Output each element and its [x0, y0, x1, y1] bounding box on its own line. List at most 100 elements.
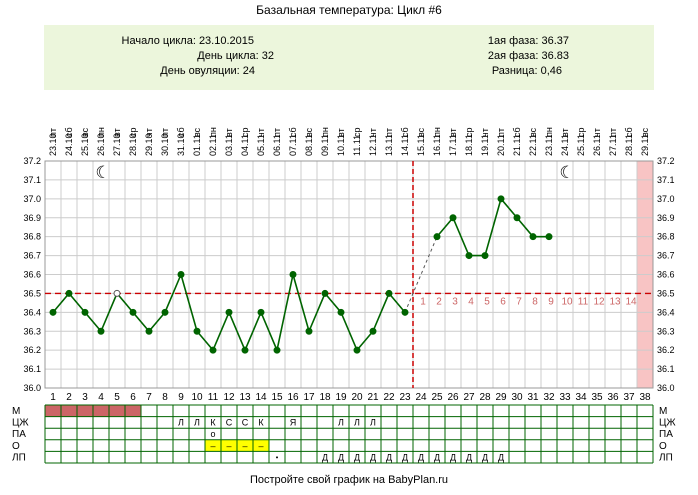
- temperature-point[interactable]: [289, 271, 297, 278]
- y-tick-label-right: 37.2: [657, 156, 675, 166]
- temperature-point[interactable]: [81, 308, 89, 316]
- temperature-point[interactable]: [145, 327, 153, 335]
- table-row-label-right: ЛП: [659, 452, 673, 463]
- weekday-label: вт: [112, 128, 122, 137]
- temperature-point[interactable]: [49, 308, 57, 316]
- day-number: 33: [559, 392, 571, 403]
- temperature-point[interactable]: [129, 308, 137, 316]
- weekday-label: вс: [416, 127, 426, 137]
- y-tick-label-left: 37.2: [23, 156, 41, 166]
- ovulation-day-line: День овуляции: 24: [160, 65, 255, 77]
- temperature-point[interactable]: [177, 271, 185, 278]
- temperature-point[interactable]: [529, 233, 537, 241]
- temperature-point[interactable]: [369, 327, 377, 335]
- date-label: 26.10: [96, 133, 106, 156]
- temperature-point[interactable]: [545, 233, 553, 241]
- phase1-line: 1ая фаза: 36.37: [488, 35, 569, 47]
- table-row-label-left: ЛП: [12, 452, 26, 463]
- date-label: 27.10: [112, 133, 122, 156]
- date-label: 11.11: [352, 135, 362, 156]
- temperature-point[interactable]: [305, 327, 313, 335]
- ovulation-test-cell: [237, 439, 253, 452]
- temperature-point[interactable]: [113, 289, 121, 297]
- day-number: 13: [239, 392, 251, 403]
- date-label: 10.11: [336, 134, 346, 156]
- temperature-point[interactable]: [385, 289, 393, 297]
- temperature-point[interactable]: [449, 214, 457, 222]
- y-tick-label-right: 36.2: [657, 345, 675, 355]
- weekday-label: чт: [480, 128, 490, 137]
- temperature-point[interactable]: [481, 252, 489, 260]
- temperature-point[interactable]: [97, 327, 105, 335]
- y-tick-label-left: 36.3: [23, 326, 41, 336]
- temperature-point[interactable]: [193, 327, 201, 335]
- cervical-fluid-mark: Л: [194, 418, 200, 428]
- y-tick-label-left: 36.6: [23, 270, 41, 280]
- weekday-label: сб: [512, 127, 522, 137]
- ovulation-test-mark: –: [226, 441, 231, 451]
- y-tick-label-right: 37.1: [657, 175, 675, 185]
- phase1-label: 1ая фаза:: [487, 35, 539, 47]
- y-tick-label-right: 37.0: [657, 194, 675, 204]
- ovulation-test-cell: [253, 439, 269, 452]
- footer-link[interactable]: Постройте свой график на BabyPlan.ru: [249, 474, 449, 486]
- day-number: 24: [415, 392, 427, 403]
- weekday-label: сб: [176, 127, 186, 137]
- temperature-point[interactable]: [497, 195, 505, 203]
- temperature-point[interactable]: [465, 252, 473, 260]
- table-row-label-left: ЦЖ: [12, 418, 29, 429]
- temperature-point[interactable]: [225, 308, 233, 316]
- weekday-label: сб: [64, 127, 74, 137]
- temperature-point[interactable]: [241, 346, 249, 354]
- day-number: 27: [463, 392, 475, 403]
- temperature-point[interactable]: [161, 308, 169, 316]
- temperature-point[interactable]: [513, 214, 521, 222]
- day-number: 22: [383, 392, 395, 403]
- weekday-label: пт: [384, 128, 394, 137]
- temperature-point[interactable]: [257, 308, 265, 316]
- moon-icon: ☾: [559, 163, 574, 182]
- weekday-label: пн: [544, 127, 554, 137]
- cycle-start-value: 23.10.2015: [198, 35, 254, 47]
- temperature-point[interactable]: [65, 289, 73, 297]
- temperature-point[interactable]: [273, 346, 281, 354]
- y-tick-label-left: 36.9: [23, 213, 41, 223]
- temperature-point[interactable]: [433, 233, 441, 241]
- luteal-day-label: 10: [561, 296, 573, 307]
- date-label: 12.11: [368, 134, 378, 156]
- temperature-point[interactable]: [353, 346, 361, 354]
- day-number: 4: [98, 392, 104, 403]
- day-number: 26: [447, 392, 459, 403]
- y-tick-label-right: 36.5: [657, 288, 675, 298]
- phase2-label: 2ая фаза:: [487, 50, 539, 62]
- date-label: 09.11: [320, 134, 330, 156]
- info-panel: Начало цикла: 23.10.2015 День цикла: 32 …: [44, 25, 654, 90]
- date-label: 23.10: [48, 133, 58, 156]
- luteal-day-label: 4: [468, 296, 474, 307]
- chart-title: Базальная температура: Цикл #6: [256, 3, 442, 17]
- moon-icon: ☾: [95, 163, 110, 182]
- weekday-label: сб: [624, 127, 634, 137]
- date-label: 18.11: [464, 134, 474, 156]
- period-cell: [45, 405, 61, 417]
- date-label: 16.11: [432, 134, 442, 156]
- date-label: 23.11: [544, 134, 554, 156]
- temperature-point[interactable]: [401, 308, 409, 316]
- weekday-label: пн: [432, 127, 442, 137]
- y-tick-label-right: 36.9: [657, 213, 675, 223]
- date-label: 14.11: [400, 134, 410, 156]
- temperature-point[interactable]: [209, 346, 217, 354]
- temperature-point[interactable]: [321, 289, 329, 297]
- ovulation-test-cell: [221, 439, 237, 452]
- ovulation-test-mark: –: [242, 441, 247, 451]
- date-label: 26.11: [592, 134, 602, 156]
- weekday-label: ср: [352, 127, 362, 137]
- day-number: 12: [223, 392, 235, 403]
- temperature-point[interactable]: [337, 308, 345, 316]
- period-cell: [93, 405, 109, 417]
- cycle-day-value: 32: [261, 50, 274, 62]
- medication-mark: Д: [402, 452, 408, 462]
- y-tick-label-left: 36.1: [23, 364, 41, 374]
- day-number: 10: [191, 392, 203, 403]
- y-tick-label-left: 36.2: [23, 345, 41, 355]
